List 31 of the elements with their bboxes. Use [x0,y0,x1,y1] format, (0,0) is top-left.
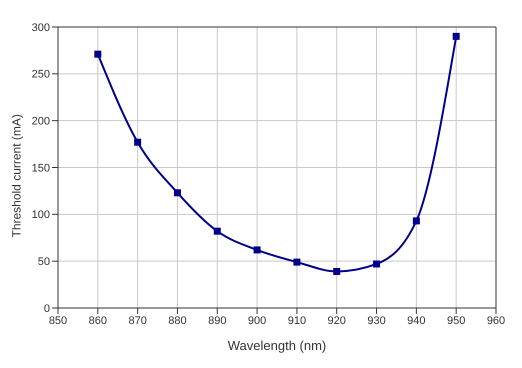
x-tick-label: 860 [88,314,107,327]
point [333,268,340,275]
x-tick-label: 910 [288,314,306,327]
y-tick-label: 250 [32,68,50,81]
y-tick-label: 0 [44,302,50,315]
point [94,50,102,58]
x-tick-label: 870 [128,314,147,327]
point [373,260,380,268]
point [254,246,261,254]
x-tick-label: 930 [367,314,386,327]
y-tick-label: 200 [32,116,50,128]
point [452,32,460,40]
point [174,189,181,196]
y-tick-label: 300 [32,22,50,34]
x-tick-label: 920 [328,314,346,327]
point [293,258,300,266]
x-tick-label: 950 [447,314,466,327]
x-axis-title: Wavelength (nm) [228,338,326,353]
x-tick-label: 850 [48,314,68,327]
point [134,138,142,146]
y-tick-label: 100 [32,209,50,222]
x-tick-label: 890 [208,314,226,327]
x-tick-label: 880 [168,314,187,327]
point [412,217,420,224]
x-tick-label: 940 [407,314,426,327]
x-tick-label: 900 [248,314,266,327]
y-tick-label: 150 [32,162,50,174]
y-axis-title: Threshold current (mA) [9,114,24,238]
x-tick-label: 960 [486,314,506,327]
y-tick-label: 50 [38,256,50,268]
point [214,228,221,235]
